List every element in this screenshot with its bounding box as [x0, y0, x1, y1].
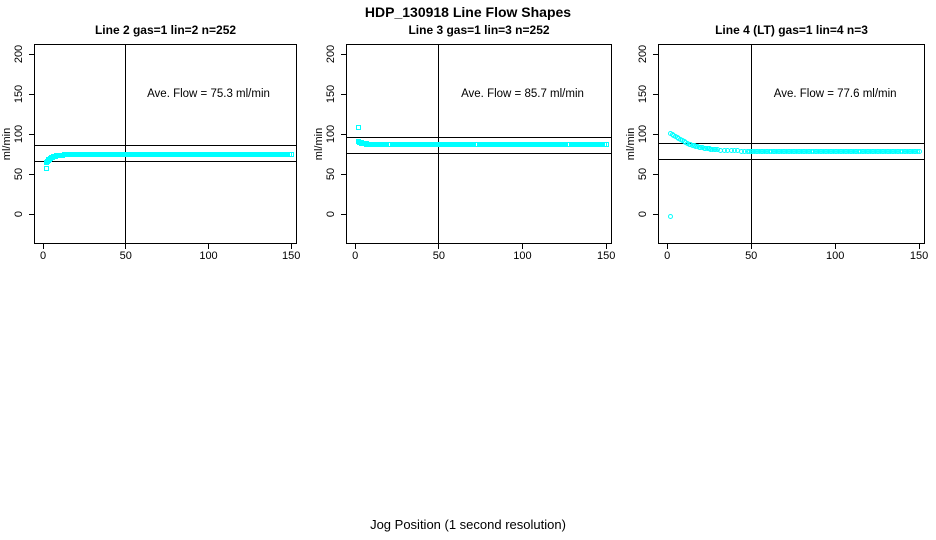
x-tick-label: 150: [596, 250, 616, 262]
y-axis-tick: [653, 173, 658, 175]
panel-plot-box: [34, 44, 297, 244]
panel-title: Line 4 (LT) gas=1 lin=4 n=3: [715, 23, 868, 37]
x-axis-tick: [438, 244, 440, 249]
x-axis-tick: [750, 244, 752, 249]
avg-flow-annotation: Ave. Flow = 77.6 ml/min: [773, 88, 897, 100]
jog-position-50-vline: [125, 44, 127, 244]
x-axis-tick: [521, 244, 523, 249]
y-axis-tick: [341, 53, 346, 55]
y-axis-title: ml/min: [1, 127, 13, 161]
x-tick-label: 150: [282, 250, 301, 262]
y-axis-tick: [341, 213, 346, 215]
y-axis-title: ml/min: [313, 127, 325, 161]
y-tick-label: 100: [637, 124, 649, 144]
x-axis-tick: [834, 244, 836, 249]
x-axis-tick: [918, 244, 920, 249]
x-axis-tick: [290, 244, 292, 249]
avg-flow-annotation: Ave. Flow = 85.7 ml/min: [461, 88, 584, 100]
figure-title: HDP_130918 Line Flow Shapes: [364, 4, 572, 20]
y-axis-tick: [341, 93, 346, 95]
y-axis-tick: [653, 53, 658, 55]
x-tick-label: 50: [432, 250, 445, 262]
reference-line-lower: [346, 152, 612, 154]
jog-position-50-vline: [750, 44, 752, 244]
x-tick-label: 0: [664, 250, 671, 262]
y-axis-tick: [653, 93, 658, 95]
y-tick-label: 200: [13, 44, 25, 64]
y-axis-tick: [653, 213, 658, 215]
y-tick-label: 50: [325, 167, 337, 181]
x-tick-label: 150: [909, 250, 929, 262]
reference-line-upper: [658, 143, 925, 145]
x-axis-tick: [605, 244, 607, 249]
data-point: [916, 148, 922, 154]
x-axis-tick: [125, 244, 127, 249]
y-tick-label: 0: [13, 210, 25, 218]
y-axis-tick: [29, 93, 34, 95]
reference-line-upper: [346, 136, 612, 138]
x-axis-title: Jog Position (1 second resolution): [370, 517, 566, 532]
x-tick-label: 50: [745, 250, 758, 262]
y-tick-label: 0: [325, 210, 337, 218]
data-point: [603, 142, 609, 148]
y-tick-label: 50: [637, 167, 649, 181]
panel-title: Line 3 gas=1 lin=3 n=252: [408, 23, 550, 37]
y-axis-tick: [341, 133, 346, 135]
y-tick-label: 200: [637, 44, 649, 64]
y-axis-title: ml/min: [625, 127, 637, 161]
y-tick-label: 150: [325, 84, 337, 104]
outlier-point: [668, 213, 674, 219]
outlier-point: [43, 165, 49, 171]
y-axis-tick: [29, 213, 34, 215]
x-axis-tick: [42, 244, 44, 249]
data-point: [288, 152, 294, 158]
avg-flow-annotation: Ave. Flow = 75.3 ml/min: [147, 88, 270, 100]
y-tick-label: 0: [637, 210, 649, 218]
x-tick-label: 0: [40, 250, 47, 262]
x-tick-label: 100: [825, 250, 845, 262]
y-tick-label: 100: [325, 124, 337, 144]
x-axis-tick: [208, 244, 209, 249]
x-axis-tick: [666, 244, 668, 249]
y-tick-label: 150: [13, 84, 25, 104]
x-tick-label: 50: [119, 250, 132, 262]
y-axis-tick: [653, 133, 658, 135]
y-tick-label: 150: [637, 84, 649, 104]
outlier-point: [356, 125, 362, 131]
reference-line-upper: [34, 145, 297, 147]
y-axis-tick: [29, 53, 34, 55]
y-axis-tick: [341, 173, 346, 175]
y-tick-label: 100: [13, 124, 25, 144]
panel-title: Line 2 gas=1 lin=2 n=252: [94, 23, 237, 37]
y-axis-tick: [29, 173, 34, 175]
x-tick-label: 100: [513, 250, 532, 262]
reference-line-lower: [658, 159, 925, 161]
y-axis-tick: [29, 133, 34, 135]
y-tick-label: 200: [325, 44, 337, 64]
reference-line-lower: [34, 161, 297, 163]
x-tick-label: 100: [199, 250, 218, 262]
x-tick-label: 0: [352, 250, 359, 262]
x-axis-tick: [354, 244, 356, 249]
y-tick-label: 50: [13, 167, 25, 181]
